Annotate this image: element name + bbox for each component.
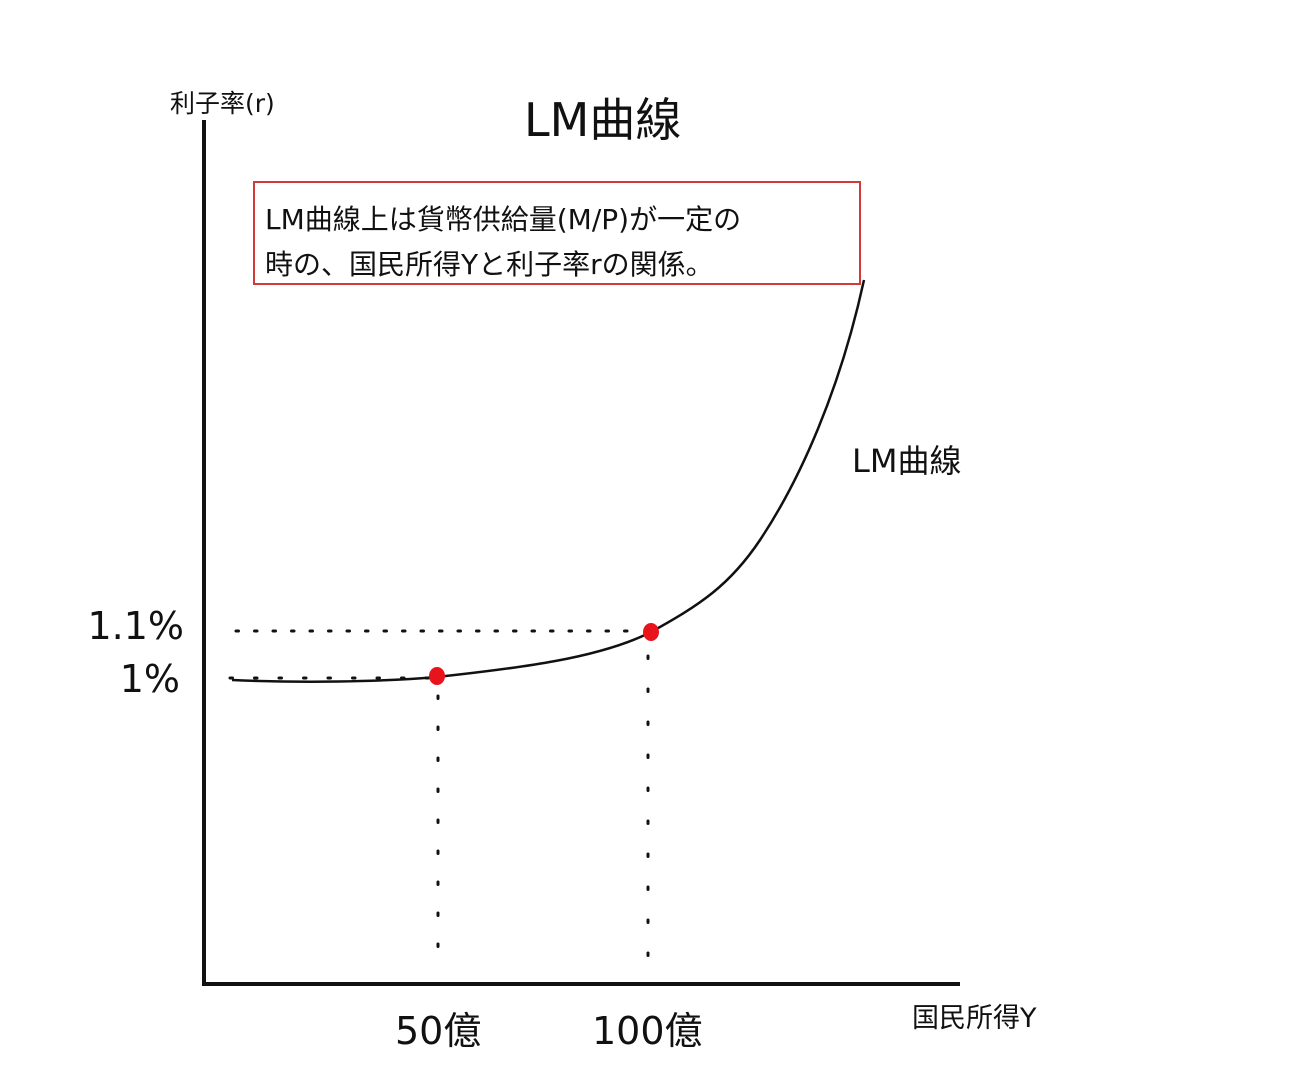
- chart-title: LM曲線: [524, 93, 682, 147]
- y-axis-label: 利子率(r): [170, 89, 275, 118]
- curve-label: LM曲線: [852, 442, 962, 480]
- y-tick-1pct: 1%: [119, 657, 180, 701]
- lm-curve: [231, 279, 866, 683]
- point-50oku-1pct: [429, 667, 445, 685]
- annotation-line-2: 時の、国民所得Yと利子率rの関係。: [265, 248, 714, 281]
- x-axis-label: 国民所得Y: [912, 1003, 1037, 1034]
- x-tick-100oku: 100億: [592, 1009, 703, 1053]
- point-100oku-1-1pct: [643, 623, 659, 641]
- annotation-box: LM曲線上は貨幣供給量(M/P)が一定の 時の、国民所得Yと利子率rの関係。: [253, 181, 861, 285]
- annotation-line-1: LM曲線上は貨幣供給量(M/P)が一定の: [265, 203, 742, 236]
- x-tick-50oku: 50億: [395, 1009, 482, 1053]
- y-tick-1-1pct: 1.1%: [87, 604, 184, 648]
